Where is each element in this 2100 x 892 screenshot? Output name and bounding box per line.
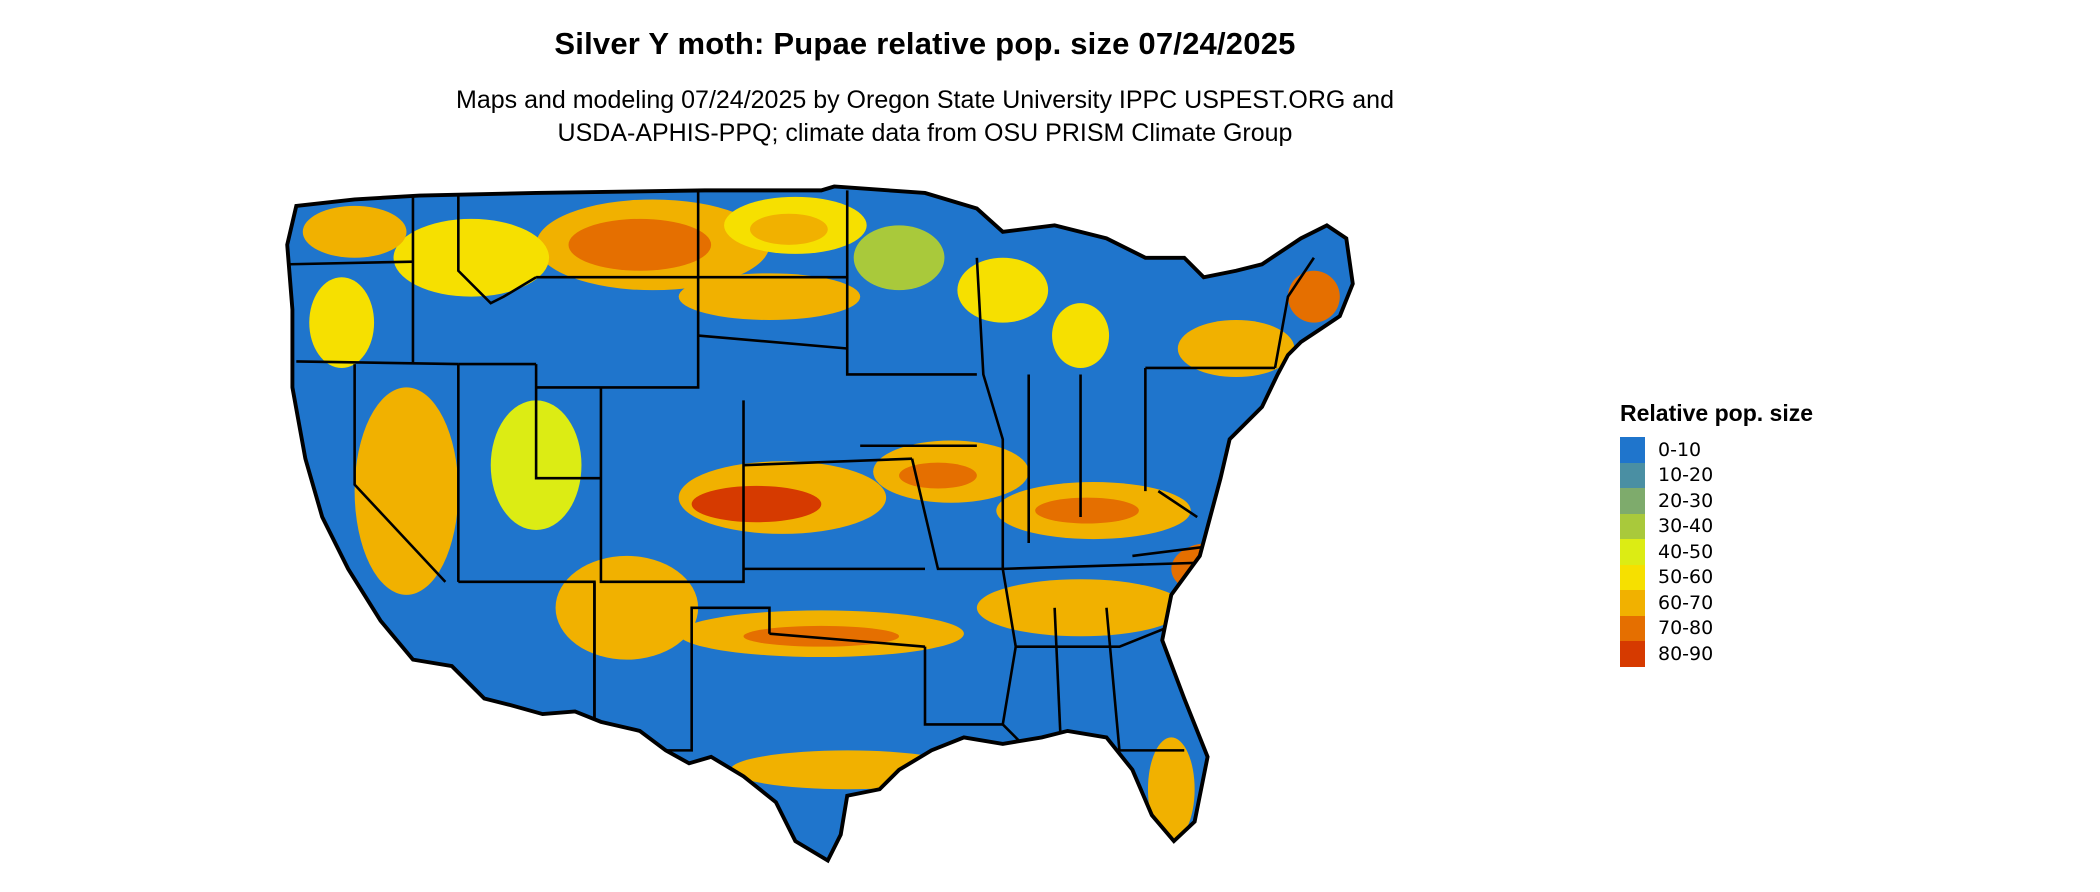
legend-item: 60-70 bbox=[1620, 590, 1920, 616]
legend-title: Relative pop. size bbox=[1620, 400, 1814, 426]
hotspot-idaho-montana bbox=[393, 218, 550, 297]
hotspot-northern-plains-core bbox=[568, 218, 712, 271]
border-ky-tn bbox=[1002, 561, 1211, 571]
legend-swatch bbox=[1620, 488, 1645, 514]
population-hotspots bbox=[302, 196, 1340, 842]
state-boundaries bbox=[289, 190, 1315, 752]
legend-label: 30-40 bbox=[1658, 515, 1714, 538]
hotspot-arizona-nm bbox=[555, 555, 699, 660]
legend-swatch bbox=[1620, 590, 1645, 616]
border-ms-al bbox=[1053, 607, 1063, 751]
subtitle-line-2: USDA-APHIS-PPQ; climate data from OSU PR… bbox=[557, 119, 1293, 147]
hotspot-wisconsin bbox=[957, 257, 1049, 323]
border-ut-co bbox=[534, 364, 601, 480]
hotspot-missouri-core bbox=[899, 462, 977, 489]
legend-items: 0-10 10-20 20-30 30-40 40-50 50-60 60-70 70-80 8… bbox=[1620, 437, 1920, 667]
border-mn-ia bbox=[845, 190, 977, 376]
border-wy bbox=[536, 275, 700, 389]
legend-label: 40-50 bbox=[1658, 540, 1714, 563]
legend-swatch bbox=[1620, 513, 1645, 539]
legend-label: 20-30 bbox=[1658, 489, 1714, 512]
border-mo-ar bbox=[910, 458, 1003, 571]
subtitle-line-1: Maps and modeling 07/24/2025 by Oregon S… bbox=[456, 86, 1394, 114]
hotspot-minnesota bbox=[853, 225, 945, 291]
border-ok-tx bbox=[769, 632, 926, 648]
hotspot-florida bbox=[1147, 737, 1195, 842]
legend-swatch bbox=[1620, 539, 1645, 565]
border-or-ca bbox=[296, 360, 459, 366]
us-map bbox=[260, 180, 1590, 880]
legend-swatch bbox=[1620, 615, 1645, 641]
legend-swatch bbox=[1620, 564, 1645, 590]
hotspot-ohio-valley-core bbox=[1035, 497, 1139, 524]
hotspot-new-england bbox=[1287, 270, 1340, 323]
border-al-ga bbox=[1105, 607, 1121, 751]
hotspot-michigan bbox=[1052, 303, 1110, 368]
border-ar-la bbox=[923, 646, 1003, 726]
border-co bbox=[599, 387, 745, 584]
border-ne-ks bbox=[743, 457, 913, 467]
legend-swatch bbox=[1620, 462, 1645, 488]
legend-item: 10-20 bbox=[1620, 462, 1920, 488]
hotspot-south-dakota bbox=[678, 273, 861, 320]
legend-item: 0-10 bbox=[1620, 437, 1920, 463]
map-subtitle: Maps and modeling 07/24/2025 by Oregon S… bbox=[0, 84, 1850, 150]
legend-label: 50-60 bbox=[1658, 566, 1714, 589]
legend-item: 20-30 bbox=[1620, 488, 1920, 514]
legend-label: 10-20 bbox=[1658, 464, 1714, 487]
border-ca-nv bbox=[353, 364, 447, 583]
hotspot-nevada bbox=[354, 387, 459, 595]
legend-item: 70-80 bbox=[1620, 615, 1920, 641]
us-outline bbox=[285, 184, 1355, 864]
hotspot-oregon bbox=[309, 277, 375, 368]
legend-label: 70-80 bbox=[1658, 617, 1714, 640]
us-map-svg bbox=[285, 184, 1355, 864]
legend-swatch bbox=[1620, 641, 1645, 667]
border-sd-ne bbox=[698, 334, 848, 350]
legend: Relative pop. size 0-10 10-20 20-30 30-40 40… bbox=[1620, 400, 1920, 667]
legend-item: 50-60 bbox=[1620, 564, 1920, 590]
legend-label: 60-70 bbox=[1658, 591, 1714, 614]
legend-item: 30-40 bbox=[1620, 513, 1920, 539]
hotspot-gulf-coast bbox=[730, 750, 964, 790]
border-mississippi-river bbox=[975, 257, 1030, 752]
hotspot-southeast bbox=[976, 579, 1185, 637]
hotspot-kansas-core bbox=[691, 485, 822, 523]
border-wa-or bbox=[289, 260, 413, 266]
map-title: Silver Y moth: Pupae relative pop. size … bbox=[554, 26, 1296, 61]
legend-item: 80-90 bbox=[1620, 641, 1920, 667]
hotspot-new-york bbox=[1177, 320, 1295, 378]
hotspot-north-dakota-core bbox=[750, 213, 828, 245]
legend-swatch bbox=[1620, 437, 1645, 463]
border-id-mt bbox=[457, 192, 537, 305]
border-nd-sd bbox=[696, 190, 848, 279]
legend-label: 80-90 bbox=[1658, 642, 1714, 665]
hotspot-washington bbox=[302, 205, 407, 258]
legend-item: 40-50 bbox=[1620, 539, 1920, 565]
border-wv-va bbox=[1157, 490, 1198, 519]
legend-label: 0-10 bbox=[1658, 438, 1702, 461]
border-new-england bbox=[1273, 257, 1315, 369]
